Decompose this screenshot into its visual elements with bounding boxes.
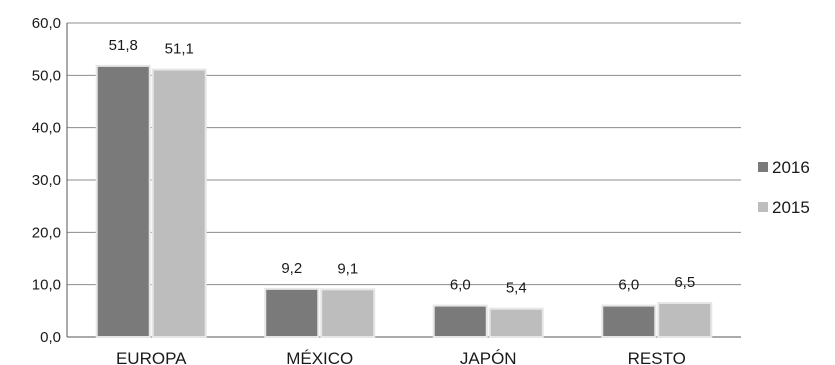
bars	[95, 64, 713, 339]
y-tick-label: 20,0	[32, 224, 61, 241]
data-labels: 51,8 51,1 9,2 9,1 6,0 5,4 6,0 6,5	[109, 37, 696, 297]
data-label: 6,0	[618, 277, 639, 294]
legend-swatch-2015	[758, 202, 768, 212]
x-tick-label: EUROPA	[116, 349, 187, 365]
bar-2015-resto	[657, 301, 713, 339]
bar-2015-méxico	[320, 288, 376, 339]
x-tick-label: MÉXICO	[286, 349, 353, 365]
bar-2015-europa	[151, 68, 207, 339]
data-label: 51,1	[165, 41, 194, 58]
bar-2016-japón	[432, 304, 488, 339]
y-tick-label: 50,0	[32, 67, 61, 84]
data-label: 9,2	[281, 260, 302, 277]
legend-label-2015: 2015	[772, 198, 810, 217]
bar-2015-japón	[488, 307, 544, 338]
y-tick-label: 10,0	[32, 277, 61, 294]
data-label: 5,4	[506, 280, 527, 297]
y-axis: 0,0 10,0 20,0 30,0 40,0 50,0 60,0	[32, 15, 68, 346]
legend: 2016 2015	[758, 158, 810, 217]
data-label: 6,5	[674, 274, 695, 291]
bar-2016-europa	[95, 64, 151, 338]
y-tick-label: 30,0	[32, 172, 61, 189]
bar-2016-resto	[601, 304, 657, 339]
y-tick-label: 60,0	[32, 15, 61, 32]
x-tick-label: JAPÓN	[460, 349, 517, 365]
legend-swatch-2016	[758, 162, 768, 172]
data-label: 6,0	[450, 277, 471, 294]
bar-2016-méxico	[264, 287, 320, 338]
x-axis: EUROPA MÉXICO JAPÓN RESTO	[116, 349, 686, 365]
legend-label-2016: 2016	[772, 158, 810, 177]
y-tick-label: 40,0	[32, 120, 61, 137]
y-tick-label: 0,0	[40, 329, 61, 346]
data-label: 9,1	[337, 260, 358, 277]
data-label: 51,8	[109, 37, 138, 54]
x-tick-label: RESTO	[628, 349, 686, 365]
